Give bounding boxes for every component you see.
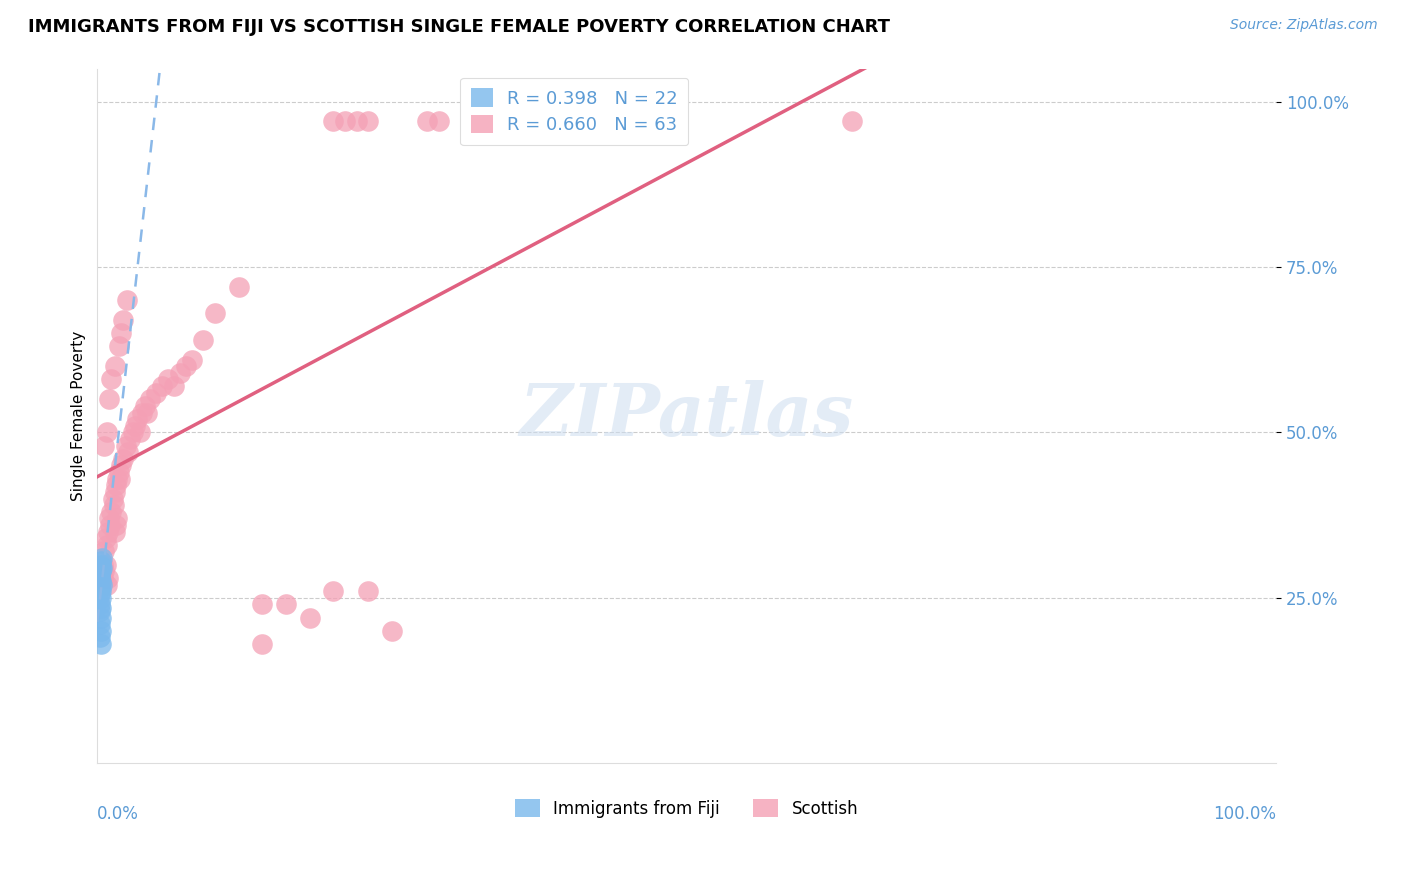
Point bbox=[114, 439, 136, 453]
Point bbox=[89, 571, 111, 585]
Point bbox=[333, 114, 356, 128]
Text: ZIPatlas: ZIPatlas bbox=[520, 380, 853, 451]
Point bbox=[89, 617, 111, 632]
Point bbox=[90, 574, 112, 589]
Point bbox=[97, 571, 120, 585]
Point bbox=[94, 558, 117, 572]
Point bbox=[357, 584, 380, 599]
Point bbox=[97, 524, 120, 539]
Point bbox=[91, 551, 114, 566]
Point bbox=[89, 561, 111, 575]
Point bbox=[134, 399, 156, 413]
Point bbox=[105, 518, 128, 533]
Point bbox=[101, 491, 124, 506]
Point bbox=[105, 478, 128, 492]
Point bbox=[90, 554, 112, 568]
Point bbox=[104, 484, 127, 499]
Point bbox=[93, 564, 115, 578]
Text: 100.0%: 100.0% bbox=[1213, 805, 1277, 822]
Point bbox=[228, 280, 250, 294]
Point bbox=[89, 587, 111, 601]
Text: 0.0%: 0.0% bbox=[97, 805, 139, 822]
Point bbox=[322, 584, 344, 599]
Point bbox=[117, 445, 139, 459]
Point bbox=[107, 465, 129, 479]
Point bbox=[103, 498, 125, 512]
Point bbox=[89, 598, 111, 612]
Point bbox=[145, 385, 167, 400]
Point bbox=[115, 293, 138, 307]
Point bbox=[105, 511, 128, 525]
Point bbox=[91, 558, 114, 572]
Point bbox=[274, 598, 297, 612]
Point bbox=[427, 114, 450, 128]
Point bbox=[104, 359, 127, 374]
Point bbox=[90, 564, 112, 578]
Point bbox=[180, 352, 202, 367]
Point bbox=[121, 425, 143, 440]
Point bbox=[120, 432, 142, 446]
Point bbox=[104, 524, 127, 539]
Point bbox=[96, 577, 118, 591]
Point bbox=[174, 359, 197, 374]
Point bbox=[169, 366, 191, 380]
Point bbox=[112, 313, 135, 327]
Point bbox=[89, 567, 111, 582]
Point bbox=[252, 637, 274, 651]
Point bbox=[90, 610, 112, 624]
Y-axis label: Single Female Poverty: Single Female Poverty bbox=[72, 331, 86, 501]
Point bbox=[204, 306, 226, 320]
Point bbox=[90, 624, 112, 638]
Point bbox=[124, 418, 146, 433]
Point bbox=[91, 571, 114, 585]
Point bbox=[94, 531, 117, 545]
Point bbox=[322, 114, 344, 128]
Point bbox=[110, 458, 132, 473]
Point bbox=[90, 558, 112, 572]
Point bbox=[131, 405, 153, 419]
Point bbox=[100, 372, 122, 386]
Point bbox=[357, 114, 380, 128]
Point bbox=[127, 412, 149, 426]
Point bbox=[110, 326, 132, 340]
Point bbox=[90, 600, 112, 615]
Point bbox=[96, 538, 118, 552]
Point bbox=[112, 451, 135, 466]
Point bbox=[107, 339, 129, 353]
Point bbox=[135, 405, 157, 419]
Point bbox=[416, 114, 439, 128]
Point bbox=[91, 561, 114, 575]
Point bbox=[93, 439, 115, 453]
Text: Source: ZipAtlas.com: Source: ZipAtlas.com bbox=[1230, 18, 1378, 32]
Point bbox=[91, 577, 114, 591]
Point bbox=[157, 372, 180, 386]
Point bbox=[90, 584, 112, 599]
Point bbox=[96, 425, 118, 440]
Point bbox=[89, 604, 111, 618]
Point bbox=[139, 392, 162, 407]
Point bbox=[298, 610, 321, 624]
Point bbox=[150, 379, 173, 393]
Point bbox=[841, 114, 863, 128]
Point bbox=[381, 624, 404, 638]
Legend: Immigrants from Fiji, Scottish: Immigrants from Fiji, Scottish bbox=[509, 793, 865, 824]
Point bbox=[193, 333, 215, 347]
Point bbox=[252, 598, 274, 612]
Point bbox=[100, 505, 122, 519]
Point bbox=[89, 581, 111, 595]
Point bbox=[89, 631, 111, 645]
Point bbox=[105, 472, 128, 486]
Point bbox=[93, 544, 115, 558]
Point bbox=[163, 379, 186, 393]
Point bbox=[108, 472, 131, 486]
Point bbox=[128, 425, 150, 440]
Point bbox=[98, 518, 121, 533]
Point bbox=[98, 392, 121, 407]
Point bbox=[346, 114, 368, 128]
Text: IMMIGRANTS FROM FIJI VS SCOTTISH SINGLE FEMALE POVERTY CORRELATION CHART: IMMIGRANTS FROM FIJI VS SCOTTISH SINGLE … bbox=[28, 18, 890, 36]
Point bbox=[90, 637, 112, 651]
Point bbox=[90, 591, 112, 605]
Point bbox=[98, 511, 121, 525]
